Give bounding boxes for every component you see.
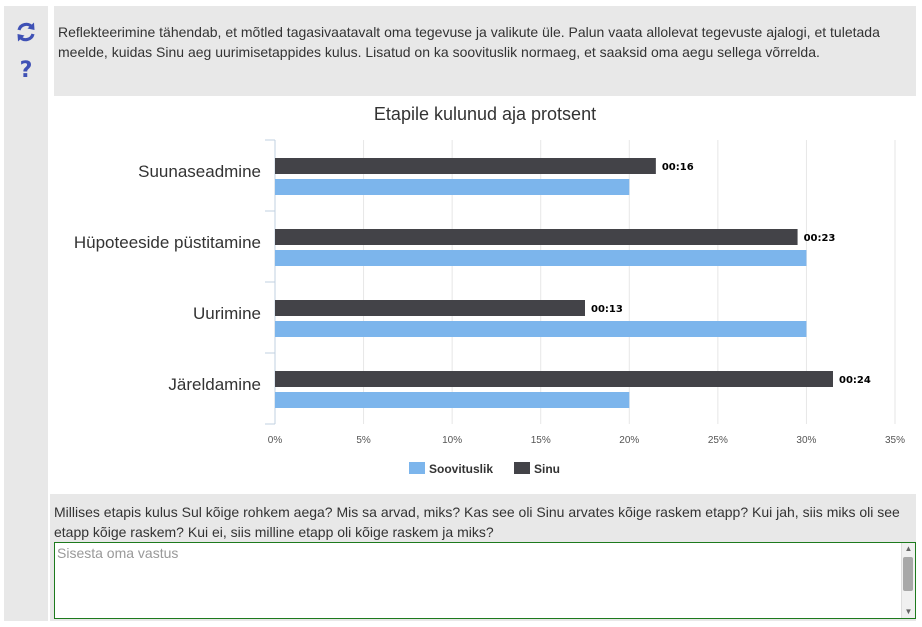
chart-title: Etapile kulunud aja protsent — [374, 104, 596, 124]
category-label: Hüpoteeside püstitamine — [74, 233, 261, 252]
sidebar: ? — [4, 6, 48, 621]
x-tick-label: 30% — [796, 435, 816, 446]
category-label: Uurimine — [193, 304, 261, 323]
x-tick-label: 0% — [268, 435, 283, 446]
question-area: Millises etapis kulus Sul kõige rohkem a… — [50, 494, 916, 621]
answer-box: ▲ ▼ — [54, 542, 916, 619]
legend-swatch-soovituslik — [409, 462, 425, 474]
scroll-thumb[interactable] — [903, 557, 913, 591]
category-label: Suunaseadmine — [138, 162, 261, 181]
refresh-icon[interactable] — [14, 20, 38, 44]
x-tick-label: 5% — [356, 435, 371, 446]
bar-soovituslik — [275, 321, 807, 337]
scroll-up-icon[interactable]: ▲ — [904, 544, 913, 553]
bar-sinu — [275, 229, 798, 245]
x-tick-label: 25% — [708, 435, 728, 446]
x-tick-label: 35% — [885, 435, 905, 446]
question-icon[interactable]: ? — [19, 57, 33, 83]
legend-label-sinu: Sinu — [534, 462, 560, 476]
bar-sinu — [275, 300, 585, 316]
category-label: Järeldamine — [168, 375, 261, 394]
bar-data-label: 00:23 — [804, 233, 836, 244]
scroll-down-icon[interactable]: ▼ — [904, 607, 913, 616]
legend-label-soovituslik: Soovituslik — [429, 462, 493, 476]
bar-chart: Etapile kulunud aja protsent 0% 5% 10% 15% 20… — [74, 104, 905, 476]
answer-input[interactable] — [55, 543, 903, 618]
question-text: Millises etapis kulus Sul kõige rohkem a… — [54, 504, 900, 540]
x-tick-label: 15% — [531, 435, 551, 446]
x-tick-label: 20% — [619, 435, 639, 446]
bar-data-label: 00:13 — [591, 304, 623, 315]
bar-sinu — [275, 158, 656, 174]
bar-soovituslik — [275, 250, 807, 266]
bar-soovituslik — [275, 179, 630, 195]
bar-sinu — [275, 371, 833, 387]
bar-data-label: 00:24 — [839, 375, 871, 386]
bar-soovituslik — [275, 392, 630, 408]
x-tick-label: 10% — [442, 435, 462, 446]
bar-data-label: 00:16 — [662, 162, 694, 173]
legend-swatch-sinu — [514, 462, 530, 474]
answer-scrollbar[interactable]: ▲ ▼ — [901, 543, 915, 618]
chart: Etapile kulunud aja protsent 0% 5% 10% 15% 20… — [54, 96, 916, 494]
intro-text: Reflekteerimine tähendab, et mõtled taga… — [54, 6, 916, 96]
